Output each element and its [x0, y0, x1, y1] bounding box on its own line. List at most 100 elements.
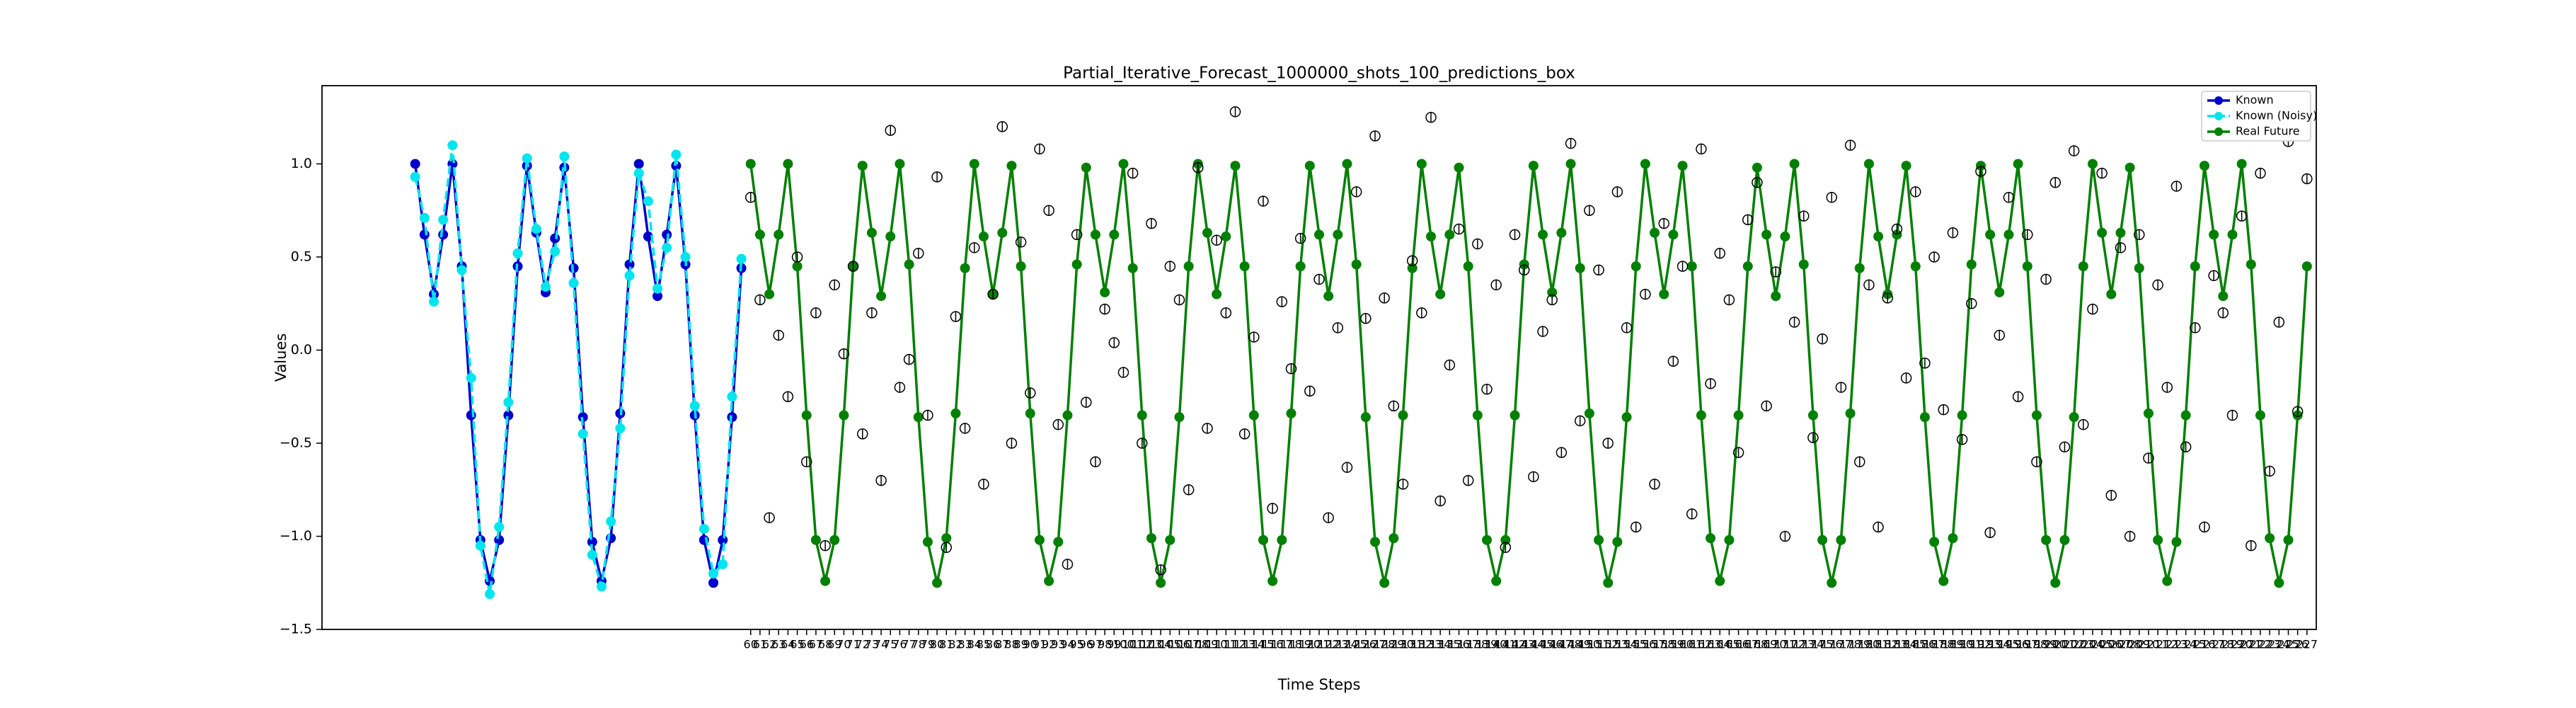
prediction-marker — [1071, 229, 1083, 241]
x-tick-label: 60 — [744, 638, 758, 651]
prediction-box — [1490, 279, 1502, 291]
prediction-box — [913, 247, 924, 259]
prediction-box — [782, 391, 794, 402]
data-point — [2227, 229, 2238, 240]
x-tick-label: 223 — [2259, 638, 2281, 651]
data-point — [1771, 291, 1781, 302]
x-tick-label: 72 — [856, 638, 870, 651]
data-point — [1733, 410, 1744, 421]
prediction-marker — [1938, 404, 1950, 416]
data-point — [1948, 533, 1958, 544]
x-tick-label: 138 — [1467, 638, 1489, 651]
prediction-marker — [2152, 279, 2163, 291]
prediction-box — [1956, 433, 1968, 445]
data-point — [1650, 227, 1660, 238]
prediction-marker — [996, 121, 1008, 132]
x-tick-label: 120 — [1299, 638, 1321, 651]
data-point — [764, 289, 775, 299]
prediction-marker — [1817, 333, 1828, 345]
prediction-marker — [1565, 137, 1577, 149]
prediction-box — [1732, 447, 1744, 458]
prediction-box — [2040, 273, 2052, 285]
x-tick-label: 87 — [995, 638, 1009, 651]
prediction-marker — [2031, 456, 2042, 468]
x-tick-label: 148 — [1560, 638, 1582, 651]
prediction-box — [959, 423, 971, 434]
x-tick-label: 221 — [2241, 638, 2262, 651]
data-point — [801, 410, 812, 421]
chart-title: Partial_Iterative_Forecast_1000000_shots… — [1063, 64, 1575, 83]
prediction-marker — [1696, 143, 1707, 155]
data-point — [1603, 578, 1614, 588]
prediction-marker — [1752, 177, 1763, 188]
data-point — [1062, 410, 1073, 421]
prediction-box — [1025, 387, 1036, 399]
prediction-marker — [1537, 326, 1548, 337]
prediction-marker — [894, 382, 906, 393]
prediction-box — [1779, 530, 1791, 542]
prediction-box — [1294, 232, 1306, 244]
prediction-marker — [1202, 423, 1213, 434]
x-tick-label: 185 — [1904, 638, 1926, 651]
prediction-box — [1667, 355, 1679, 367]
data-point — [587, 549, 597, 560]
prediction-box — [1873, 521, 1884, 533]
legend-marker — [2214, 96, 2223, 105]
prediction-marker — [2264, 465, 2275, 477]
legend-label: Real Future — [2236, 125, 2300, 138]
prediction-box — [1248, 331, 1260, 343]
prediction-marker — [866, 307, 878, 319]
prediction-marker — [1518, 264, 1530, 276]
prediction-marker — [1304, 385, 1316, 397]
prediction-box — [1043, 205, 1054, 216]
x-tick-label: 150 — [1579, 638, 1601, 651]
data-point — [512, 248, 523, 258]
x-tick-label: 218 — [2212, 638, 2234, 651]
prediction-box — [1285, 363, 1297, 375]
data-point — [1081, 162, 1091, 173]
x-tick-label: 170 — [1765, 638, 1787, 651]
y-axis-label: Values — [272, 333, 289, 382]
data-point — [839, 410, 849, 421]
prediction-box — [2170, 181, 2183, 192]
prediction-marker — [885, 125, 897, 136]
data-point — [1156, 578, 1166, 588]
y-tick-label: 0.0 — [291, 342, 312, 358]
prediction-marker — [1108, 337, 1120, 348]
prediction-box — [996, 121, 1008, 132]
x-tick-label: 198 — [2026, 638, 2048, 651]
x-tick-label: 90 — [1023, 638, 1037, 651]
x-tick-label: 86 — [986, 638, 1000, 651]
prediction-box — [1574, 415, 1586, 427]
x-tick-label: 132 — [1411, 638, 1433, 651]
data-point — [1239, 261, 1250, 272]
x-tick-label: 147 — [1551, 638, 1572, 651]
prediction-marker — [1294, 232, 1306, 244]
prediction-box — [1714, 247, 1725, 259]
x-tick-label: 187 — [1924, 638, 1945, 651]
prediction-marker — [1770, 266, 1781, 278]
prediction-box — [1630, 521, 1642, 533]
prediction-marker — [1173, 294, 1185, 306]
data-point — [587, 537, 597, 547]
x-tick-label: 85 — [977, 638, 991, 651]
x-tick-label: 199 — [2035, 638, 2057, 651]
prediction-box — [1686, 508, 1698, 520]
prediction-box — [941, 542, 953, 554]
prediction-box — [2301, 173, 2313, 185]
data-point — [456, 265, 467, 275]
x-tick-label: 114 — [1243, 638, 1265, 651]
data-point — [1761, 229, 1772, 240]
data-point — [1752, 162, 1762, 173]
x-tick-label: 169 — [1756, 638, 1778, 651]
data-point — [1277, 535, 1287, 545]
data-point — [904, 259, 914, 270]
data-point — [1044, 576, 1054, 586]
prediction-box — [1826, 192, 1838, 203]
x-tick-label: 156 — [1635, 638, 1657, 651]
x-tick-label: 141 — [1495, 638, 1517, 651]
prediction-marker — [782, 391, 794, 402]
prediction-box — [1556, 447, 1568, 458]
prediction-box — [1081, 396, 1092, 408]
x-tick-label: 111 — [1215, 638, 1237, 651]
